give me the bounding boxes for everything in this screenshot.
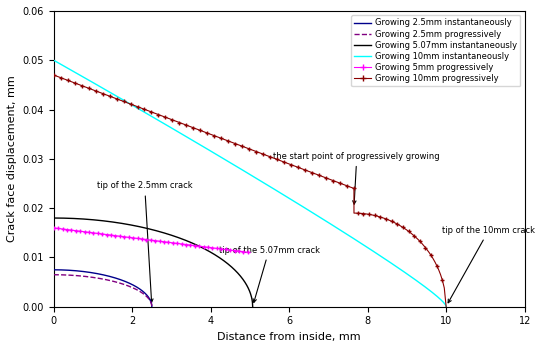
- Text: tip of the 2.5mm crack: tip of the 2.5mm crack: [97, 181, 192, 302]
- Text: tip of the 10mm crack: tip of the 10mm crack: [442, 226, 535, 303]
- X-axis label: Distance from inside, mm: Distance from inside, mm: [217, 332, 361, 342]
- Y-axis label: Crack face displacement, mm: Crack face displacement, mm: [7, 75, 17, 242]
- Text: tip of the 5.07mm crack: tip of the 5.07mm crack: [218, 246, 320, 303]
- Text: the start point of progressively growing: the start point of progressively growing: [273, 152, 440, 204]
- Legend: Growing 2.5mm instantaneously, Growing 2.5mm progressively, Growing 5.07mm insta: Growing 2.5mm instantaneously, Growing 2…: [351, 15, 520, 86]
